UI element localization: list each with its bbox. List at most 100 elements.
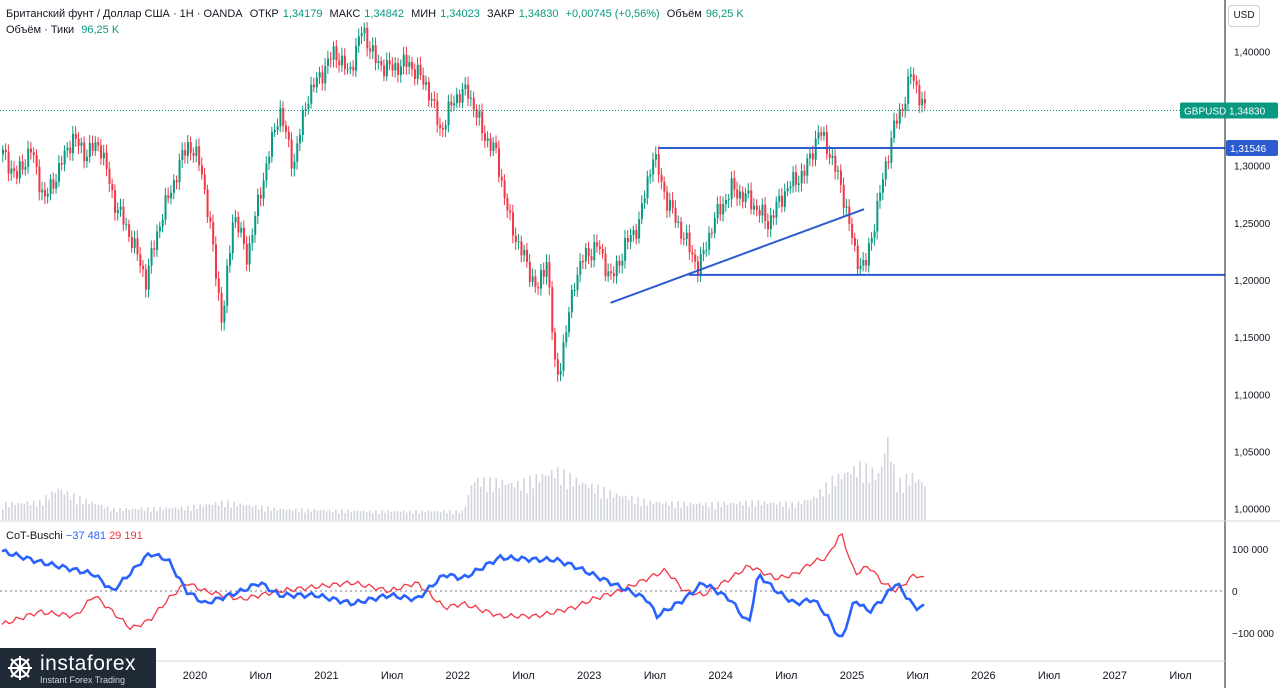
price-tick-label: 1,25000: [1234, 219, 1271, 230]
cot-red-line[interactable]: [1, 532, 925, 631]
volume-bar: [159, 506, 161, 520]
volume-bar: [97, 505, 100, 520]
volume-bar: [270, 510, 272, 520]
volume-bar: [695, 503, 698, 520]
cot-pane[interactable]: [0, 532, 1225, 638]
volume-bar: [11, 502, 13, 520]
volume-bar: [100, 504, 103, 520]
volume-bar: [597, 484, 599, 520]
candle-body: [13, 168, 16, 172]
time-tick-label: 2026: [971, 670, 995, 682]
candle-body: [276, 126, 279, 131]
candle-body: [237, 216, 240, 233]
volume-bar: [353, 510, 356, 520]
candle-body: [579, 261, 582, 275]
cot-blue-line[interactable]: [1, 548, 925, 638]
volume-bar: [590, 483, 593, 520]
candle-body: [60, 162, 63, 165]
volume-bar: [211, 504, 214, 520]
candle-body: [722, 204, 725, 215]
volume-bar: [276, 510, 279, 520]
volume-bar: [180, 506, 183, 520]
volume-bar: [187, 505, 189, 520]
candle-body: [66, 147, 69, 151]
currency-button[interactable]: USD: [1228, 5, 1260, 27]
candle-body: [856, 245, 859, 270]
volume-bar: [143, 510, 146, 520]
candle-body: [10, 168, 13, 174]
candle-body: [472, 97, 475, 110]
candle-body: [657, 154, 660, 175]
volume-indicator-value: 96,25 K: [81, 24, 120, 36]
symbol-description[interactable]: Британский фунт / Доллар США · 1Н · OAND…: [6, 8, 243, 20]
volume-bar: [544, 475, 547, 520]
volume-indicator-header[interactable]: Объём · Тики 96,25 K: [6, 24, 123, 36]
volume-bar: [381, 510, 383, 520]
candle-body: [30, 148, 33, 153]
candle-body: [582, 261, 585, 263]
volume-bar: [920, 482, 923, 520]
candle-body: [164, 195, 167, 220]
volume-bar: [436, 510, 439, 520]
candle-body: [453, 103, 456, 106]
candle-body: [441, 127, 444, 130]
price-tick-label: 1,30000: [1234, 162, 1271, 173]
volume-bar: [504, 485, 507, 520]
volume-bar: [914, 482, 917, 520]
volume-bar: [769, 502, 772, 520]
volume-bar: [896, 492, 898, 520]
time-tick-label: Июл: [644, 670, 666, 682]
candle-body: [108, 168, 111, 184]
candle-body: [142, 265, 145, 270]
candle-body: [425, 81, 428, 85]
candle-body: [125, 224, 128, 226]
candle-body: [514, 235, 517, 243]
volume-bar: [917, 479, 920, 520]
candle-body: [206, 189, 209, 218]
volume-bar: [26, 501, 29, 520]
candle-body: [32, 152, 35, 156]
candle-body: [489, 138, 492, 151]
trend-line[interactable]: [610, 208, 865, 304]
candle-body: [587, 247, 590, 257]
candle-body: [315, 77, 318, 88]
candle-body: [663, 181, 666, 192]
cot-header[interactable]: CoT-Buschi −37 481 29 191: [6, 530, 143, 542]
candle-body: [570, 289, 573, 313]
volume-bar: [325, 511, 328, 520]
volume-bar: [396, 511, 399, 520]
candle-body: [901, 108, 904, 111]
volume-bar: [812, 496, 815, 520]
candle-body: [565, 332, 568, 343]
candle-body: [391, 64, 394, 71]
volume-bar: [399, 511, 402, 520]
price-pane[interactable]: [0, 22, 1225, 520]
candle-body: [783, 191, 786, 207]
candle-body: [296, 143, 299, 162]
cot-red-value: 29 191: [109, 530, 143, 542]
volume-bar: [831, 475, 834, 520]
volume-bar: [618, 496, 621, 520]
volume-bar: [140, 507, 143, 520]
candle-body: [568, 312, 571, 333]
volume-bar: [751, 500, 753, 520]
volume-bar: [335, 509, 337, 520]
volume-bar: [627, 500, 630, 520]
volume-bar: [60, 489, 63, 520]
candle-body: [360, 33, 363, 37]
volume-bar: [94, 504, 97, 520]
volume-bar: [48, 499, 50, 520]
candle-body: [797, 183, 800, 185]
candle-body: [220, 292, 223, 323]
volume-bar: [328, 509, 331, 520]
volume-bar: [738, 501, 741, 520]
volume-bar: [418, 513, 420, 520]
volume-bar: [63, 494, 66, 520]
candle-body: [601, 248, 604, 254]
time-tick-label: 2025: [840, 670, 864, 682]
candle-body: [58, 162, 61, 182]
candle-body: [282, 108, 285, 126]
candle-body: [744, 193, 747, 202]
volume-bar: [532, 488, 534, 520]
